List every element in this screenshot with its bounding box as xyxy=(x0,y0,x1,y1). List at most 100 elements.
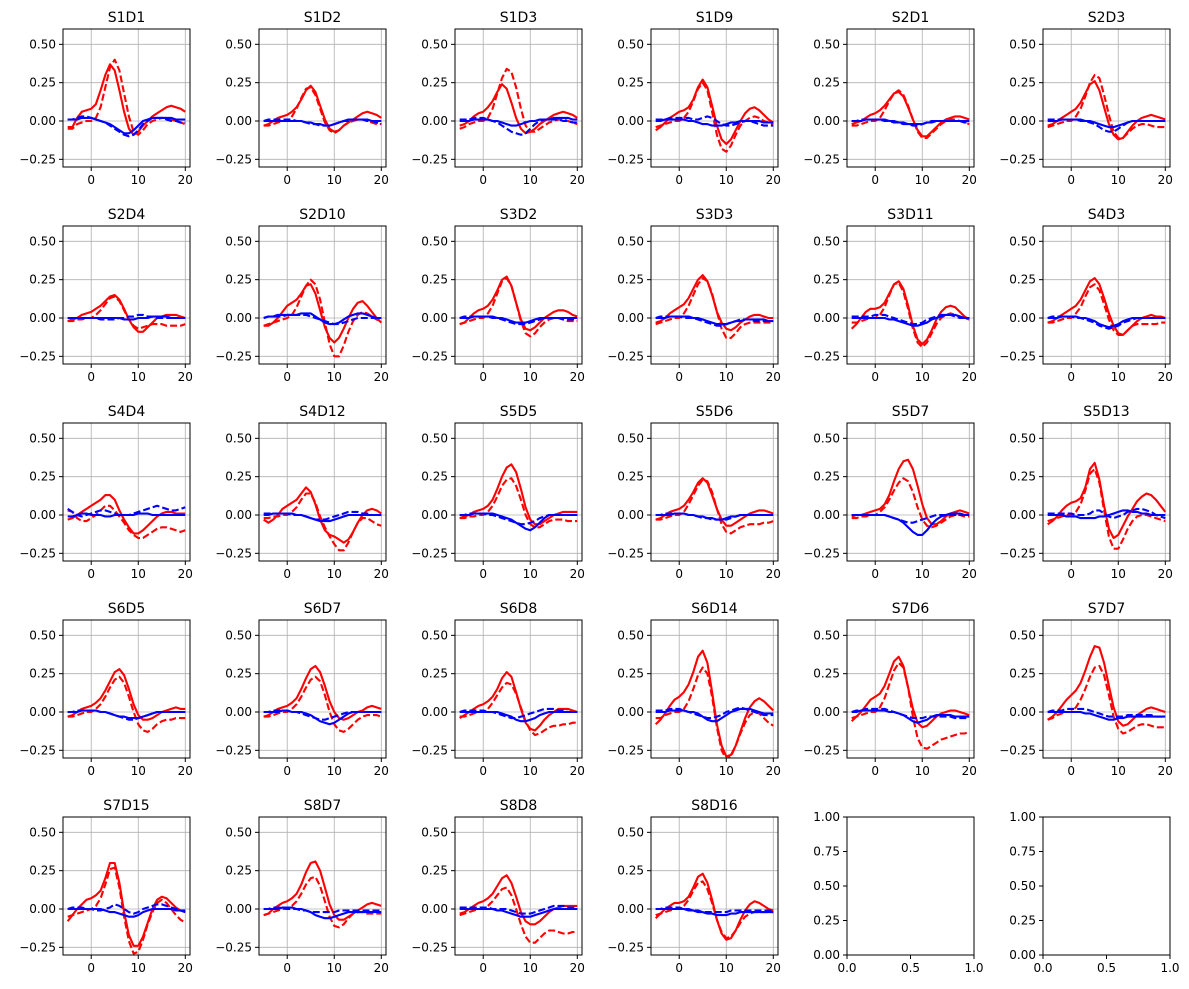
hbr-dashed-line xyxy=(67,709,186,721)
y-tick-label: −0.25 xyxy=(215,349,252,363)
y-tick-label: 0.50 xyxy=(617,234,644,248)
subplot-title: S6D8 xyxy=(500,601,537,617)
y-tick-label: −0.25 xyxy=(215,743,252,757)
x-tick-label: 20 xyxy=(374,173,389,187)
y-tick-label: −0.25 xyxy=(607,940,644,954)
hbr-solid-line xyxy=(459,710,578,723)
y-tick-label: 0.50 xyxy=(813,234,840,248)
hbo-dashed-line xyxy=(67,675,186,733)
y-tick-label: 0.25 xyxy=(225,76,252,90)
y-tick-label: −0.25 xyxy=(411,152,448,166)
y-tick-label: 0.50 xyxy=(29,628,56,642)
y-tick-label: −0.25 xyxy=(215,546,252,560)
x-tick-label: 0 xyxy=(871,567,879,581)
x-tick-label: 0 xyxy=(871,173,879,187)
hbr-solid-line xyxy=(67,315,186,321)
subplot-title: S8D8 xyxy=(500,798,537,814)
subplot-S6D7: 0 10 20 −0.25 0.00 0.25 0.50 S6D7 xyxy=(215,601,389,778)
y-tick-label: 0.50 xyxy=(225,825,252,839)
y-tick-label: −0.25 xyxy=(19,546,56,560)
hbr-dashed-line xyxy=(67,903,186,915)
subplot-title: S4D4 xyxy=(108,404,146,420)
y-tick-label: 0.50 xyxy=(617,628,644,642)
y-tick-label: 0.50 xyxy=(617,431,644,445)
subplot-S6D5: 0 10 20 −0.25 0.00 0.25 0.50 S6D5 xyxy=(19,601,193,778)
y-tick-label: 0.25 xyxy=(813,667,840,681)
y-tick-label: −0.25 xyxy=(411,743,448,757)
hbr-solid-line xyxy=(655,512,774,521)
hbo-dashed-line xyxy=(459,477,578,529)
y-tick-label: −0.25 xyxy=(215,940,252,954)
hbo-dashed-line xyxy=(459,67,578,133)
hbo-dashed-line xyxy=(851,477,970,529)
hbr-solid-line xyxy=(655,118,774,127)
x-tick-label: 20 xyxy=(962,173,977,187)
x-tick-label: 20 xyxy=(178,567,193,581)
y-tick-label: 1.00 xyxy=(1009,810,1036,824)
y-tick-label: 0.25 xyxy=(225,667,252,681)
axes-frame xyxy=(258,619,387,759)
x-tick-label: 10 xyxy=(131,961,146,975)
y-tick-label: 0.00 xyxy=(225,902,252,916)
x-tick-label: 0 xyxy=(675,173,683,187)
hbr-dashed-line xyxy=(263,313,382,326)
subplot-title: S5D7 xyxy=(892,404,929,420)
subplot-S8D7: 0 10 20 −0.25 0.00 0.25 0.50 S8D7 xyxy=(215,798,389,975)
x-tick-label: 10 xyxy=(131,173,146,187)
x-tick-label: 10 xyxy=(915,567,930,581)
x-tick-label: 10 xyxy=(915,173,930,187)
x-tick-label: 0 xyxy=(1067,567,1075,581)
y-tick-label: 0.50 xyxy=(1009,37,1036,51)
subplot-S2D4: 0 10 20 −0.25 0.00 0.25 0.50 S2D4 xyxy=(19,207,193,384)
hbo-dashed-line xyxy=(655,81,774,153)
x-tick-label: 10 xyxy=(719,173,734,187)
y-tick-label: −0.25 xyxy=(607,743,644,757)
y-tick-label: 0.25 xyxy=(421,470,448,484)
y-tick-label: 0.25 xyxy=(421,76,448,90)
y-tick-label: 0.25 xyxy=(617,470,644,484)
y-tick-label: 0.25 xyxy=(617,273,644,287)
x-tick-label: 1.0 xyxy=(1160,961,1179,975)
hbr-dashed-line xyxy=(459,904,578,915)
hbo-solid-line xyxy=(1047,645,1166,727)
y-tick-label: 0.25 xyxy=(813,273,840,287)
x-tick-label: 10 xyxy=(915,764,930,778)
y-tick-label: 0.25 xyxy=(1009,273,1036,287)
y-tick-label: −0.25 xyxy=(215,152,252,166)
hbr-dashed-line xyxy=(1047,507,1166,520)
x-tick-label: 10 xyxy=(1111,370,1126,384)
y-tick-label: 0.50 xyxy=(29,825,56,839)
x-tick-label: 0 xyxy=(479,173,487,187)
hbr-solid-line xyxy=(1047,710,1166,721)
y-tick-label: −0.25 xyxy=(999,349,1036,363)
x-tick-label: 10 xyxy=(1111,567,1126,581)
empty-axes: 0.0 0.5 1.0 0.00 0.25 0.50 0.75 1.00 xyxy=(1009,810,1179,975)
y-tick-label: 0.00 xyxy=(421,508,448,522)
subplot-title: S5D6 xyxy=(696,404,734,420)
hbo-solid-line xyxy=(1047,461,1167,540)
y-tick-label: 0.25 xyxy=(421,667,448,681)
y-tick-label: 0.25 xyxy=(1009,667,1036,681)
hbr-solid-line xyxy=(655,907,774,917)
y-tick-label: 0.50 xyxy=(813,431,840,445)
axes-frame xyxy=(258,28,387,168)
x-tick-label: 10 xyxy=(719,764,734,778)
y-tick-label: 0.25 xyxy=(617,864,644,878)
y-tick-label: 0.00 xyxy=(421,902,448,916)
hbr-dashed-line xyxy=(459,116,578,136)
hbo-dashed-line xyxy=(67,504,186,540)
x-tick-label: 0 xyxy=(871,370,879,384)
hbo-solid-line xyxy=(654,649,775,758)
y-tick-label: 0.50 xyxy=(1009,234,1036,248)
axes-frame xyxy=(454,28,583,168)
subplot-title: S7D7 xyxy=(1088,601,1125,617)
subplot-S2D10: 0 10 20 −0.25 0.00 0.25 0.50 S2D10 xyxy=(215,207,389,384)
subplot-S7D7: 0 10 20 −0.25 0.00 0.25 0.50 S7D7 xyxy=(999,601,1173,778)
subplot-S1D9: 0 10 20 −0.25 0.00 0.25 0.50 S1D9 xyxy=(607,10,781,187)
hbo-solid-line xyxy=(263,486,382,544)
hbr-dashed-line xyxy=(263,118,382,127)
x-tick-label: 10 xyxy=(131,764,146,778)
x-tick-label: 20 xyxy=(570,173,585,187)
x-tick-label: 20 xyxy=(766,173,781,187)
x-tick-label: 20 xyxy=(1158,764,1173,778)
